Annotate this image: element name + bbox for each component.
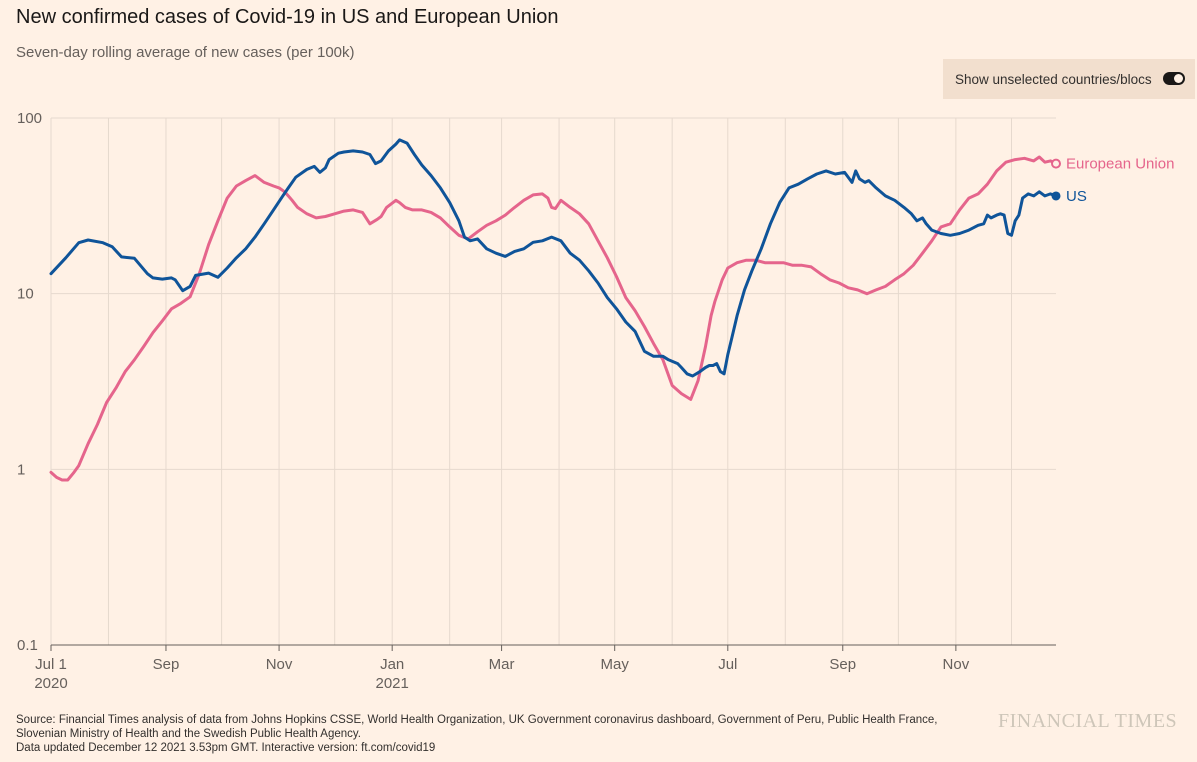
x-tick-label: Nov [943,656,970,673]
x-tick-label: May [601,656,630,673]
x-tick-label: Jan [380,656,404,673]
european-union-end-marker [1051,158,1061,169]
x-tick-label: Nov [266,656,293,673]
show-unselected-toggle[interactable]: Show unselected countries/blocs [943,59,1195,99]
us-end-marker [1051,191,1061,201]
european-union-end-label: European Union [1066,156,1174,173]
european-union-line [49,155,1058,482]
source-line-1: Source: Financial Times analysis of data… [16,714,938,726]
x-axis: Jul 1 2020 Sep Nov Jan 2021 Mar May Jul Sep Nov [34,644,1056,692]
y-tick-label: 100 [17,110,42,127]
x-tick-label: Jul [718,656,737,673]
series-lines [49,138,1058,482]
y-axis-labels: 100 10 1 0.1 [17,110,42,654]
x-tick-year-label: 2021 [375,675,408,692]
financial-times-logo: FINANCIAL TIMES [998,710,1178,732]
gridlines [50,117,1056,646]
y-tick-label: 0.1 [17,637,38,654]
source-footer: Source: Financial Times analysis of data… [16,713,986,755]
us-line [49,138,1058,378]
end-labels: European Union US [1051,156,1174,205]
chart-subtitle: Seven-day rolling average of new cases (… [16,44,355,61]
us-end-label: US [1066,188,1087,205]
updated-note: Data updated December 12 2021 3.53pm GMT… [16,742,436,754]
y-tick-label: 10 [17,286,34,303]
toggle-label: Show unselected countries/blocs [955,71,1152,87]
x-tick-label: Sep [829,656,856,673]
toggle-switch-icon[interactable] [1163,72,1185,85]
source-line-2: Slovenian Ministry of Health and the Swe… [16,728,361,740]
x-tick-label: Mar [489,656,515,673]
x-tick-label: Jul 1 [35,656,67,673]
toggle-knob [1174,74,1183,83]
x-tick-year-label: 2020 [34,675,67,692]
chart-title: New confirmed cases of Covid-19 in US an… [16,6,559,28]
x-tick-label: Sep [153,656,180,673]
y-tick-label: 1 [17,461,25,478]
